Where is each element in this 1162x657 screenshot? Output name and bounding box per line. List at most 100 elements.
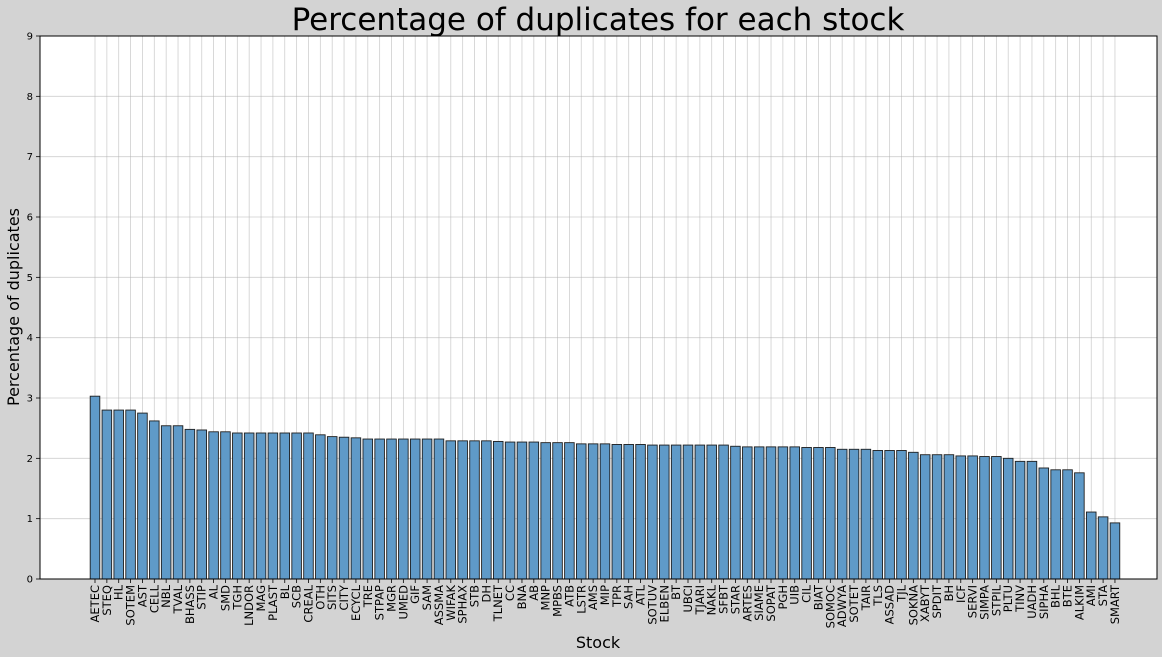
x-tick-label: SAH [622,585,636,609]
x-tick-label: MGR [385,585,399,612]
bar-mgr [386,438,397,580]
x-tick-label: SIPHA [1037,585,1051,619]
bar-ubci [682,444,694,580]
bar-mag [255,432,267,580]
bar-somoc [825,447,836,580]
x-axis-label: Stock [576,633,621,652]
bar-steq [101,409,113,580]
x-tick-label: TJL [894,584,908,602]
y-axis-ticks: 0 1 2 3 4 5 6 7 8 9 [27,32,40,586]
x-tick-label: TLNET [491,584,505,622]
bar-elben [659,444,670,580]
bar-plast [267,432,279,580]
y-tick-label: 7 [27,152,33,163]
bar-mpbs [552,442,563,580]
bar-ams [587,443,599,580]
bar-sfbt [718,444,729,580]
x-tick-label: SOTET [847,584,861,623]
bar-atl [635,444,646,580]
x-tick-label: MAG [254,585,268,612]
bar-tjl [896,450,907,580]
bar-tinv [1014,460,1026,580]
bar-uadh [1026,460,1038,580]
plot-border [39,35,1158,580]
bar-gif [409,438,421,580]
x-tick-label: SOTEM [124,585,138,626]
x-tick-label: ASSMA [432,585,446,625]
x-tick-label: ATB [562,585,576,607]
x-tick-label: STAR [728,585,742,614]
bar-icf [955,455,967,580]
bar-uib [789,446,800,580]
bar-bhl [1050,469,1061,580]
bar-smd [220,431,231,580]
x-tick-label: AST [135,584,149,607]
x-tick-label: TINV [1013,585,1027,613]
x-tick-label: BNA [515,585,529,609]
x-tick-label: OTH [313,585,327,610]
bar-xabyt [919,454,931,580]
x-tick-label: SPHAX [456,585,470,624]
bar-cc [504,441,516,580]
bar-sopat [765,446,777,580]
x-tick-label: STEQ [100,585,114,616]
bar-lstr [576,443,587,580]
bar-dh [481,440,492,580]
x-tick-label: STPAP [373,585,387,620]
bar-cell [149,420,160,580]
bar-tjari [694,444,706,580]
y-tick-label: 2 [27,454,33,465]
bar-stpil [991,456,1002,580]
x-tick-label: SMART [1108,584,1122,624]
bar-bt [670,444,682,580]
bar-cil [801,447,812,580]
x-tick-label: LSTR [574,585,588,614]
bar-hl [113,409,124,580]
x-tick-label: HL [112,584,126,600]
bar-scb [291,432,302,580]
x-tick-label: SOTUV [645,585,659,625]
x-tick-label: SOMOC [823,585,837,628]
x-tick-label: WIFAK [444,585,458,621]
x-tick-label: SITS [325,585,339,610]
bar-bte [1062,469,1073,580]
bar-sam [421,438,433,580]
y-tick-label: 8 [27,92,33,103]
x-tick-label: ARTES [740,585,754,622]
x-tick-label: TLS [871,585,885,607]
x-tick-label: NBL [159,584,173,607]
bar-tlnet [492,440,504,580]
x-tick-label: BHL [1049,584,1063,608]
x-tick-label: XABYT [918,584,932,622]
x-tick-label: SIMPA [978,585,992,620]
x-tick-label: BHASS [183,585,197,624]
bar-ami [1085,511,1097,580]
x-tick-label: TAIR [859,585,873,611]
bar-bl [279,432,291,580]
bar-aetec [89,395,101,580]
bar-pgh [777,446,789,580]
x-tick-label: CITY [337,584,351,610]
bar-bh [943,454,955,580]
bar-stpap [374,438,385,580]
x-tick-label: TVAL [171,584,185,614]
bar-sokna [908,451,919,580]
x-tick-label: BL [278,584,292,599]
bar-sits [326,436,338,580]
x-tick-label: SMD [218,585,232,611]
x-tick-label: ATL [634,584,648,605]
x-tick-label: TPR [610,585,624,608]
bar-artes [742,446,753,580]
x-tick-label: DH [479,585,493,603]
x-tick-label: LNDOR [242,585,256,626]
x-tick-label: TJARI [693,585,707,615]
x-tick-label: UADH [1025,585,1039,619]
x-tick-label: PLAST [266,584,280,621]
x-tick-label: BT [669,584,683,600]
x-tick-label: SAM [420,585,434,610]
x-tick-label: CC [503,585,517,601]
x-tick-label: ADWYA [835,585,849,627]
bar-sotet [848,448,860,580]
bar-ab [528,441,540,580]
